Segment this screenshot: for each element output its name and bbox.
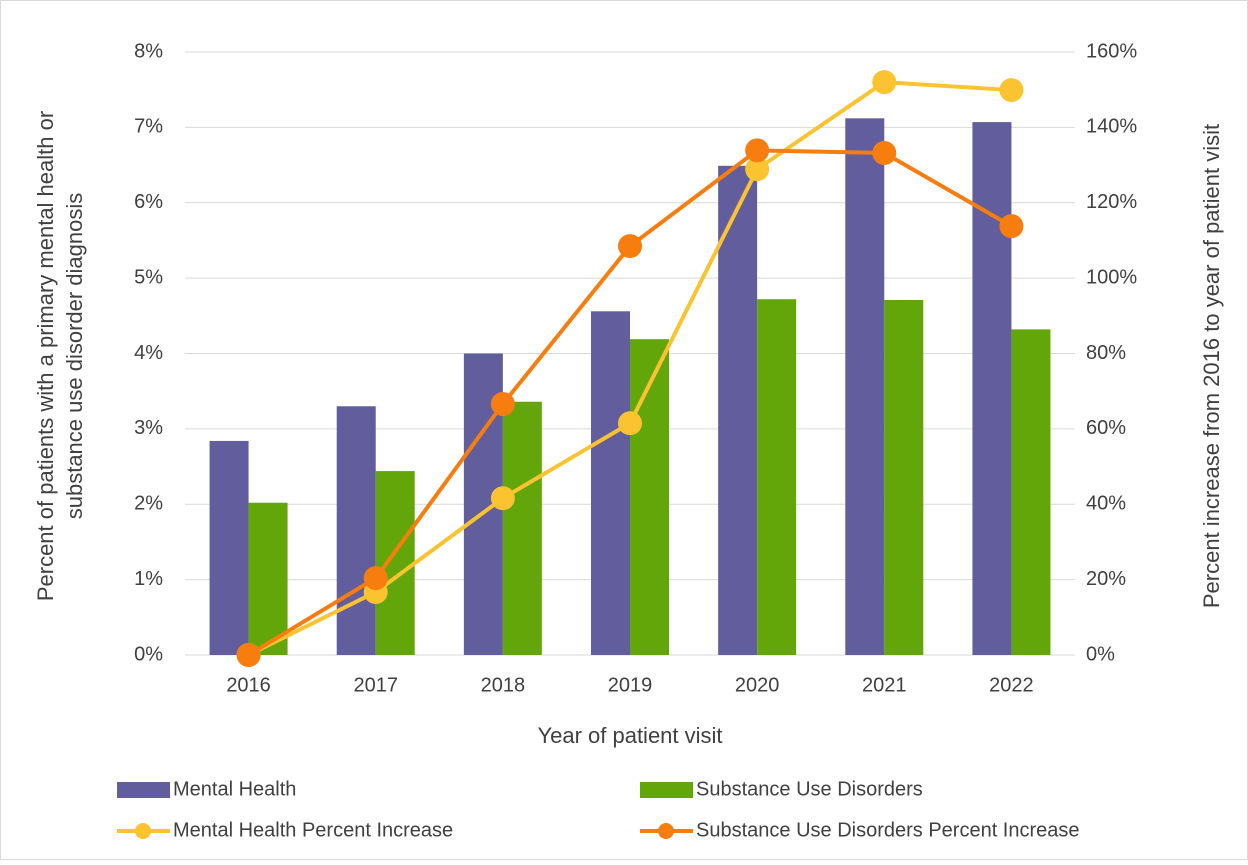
- y-tick-label: 7%: [134, 116, 163, 138]
- bar: [718, 165, 758, 655]
- y2-tick-label: 0%: [1086, 643, 1115, 665]
- y-tick-label: 2%: [134, 493, 163, 515]
- legend-swatch: [117, 782, 170, 798]
- y2-tick-label: 20%: [1086, 568, 1126, 590]
- legend-swatch: [135, 823, 151, 839]
- y-axis-label: substance use disorder diagnosis: [62, 193, 87, 520]
- bar: [884, 299, 924, 655]
- bar: [630, 339, 669, 655]
- line-point: [872, 70, 897, 95]
- bar: [336, 406, 376, 655]
- y2-axis-label: Percent increase from 2016 to year of pa…: [1199, 124, 1224, 608]
- y2-tick-label: 60%: [1086, 417, 1126, 439]
- legend-label: Mental Health: [173, 778, 296, 800]
- bar: [757, 299, 797, 655]
- x-axis-label: Year of patient visit: [537, 723, 722, 748]
- bar: [591, 311, 630, 655]
- x-tick-label: 2017: [353, 674, 398, 696]
- line-point: [745, 138, 770, 163]
- x-tick-label: 2022: [989, 674, 1034, 696]
- x-tick-label: 2021: [862, 674, 907, 696]
- bar: [972, 122, 1012, 655]
- y-tick-label: 4%: [134, 342, 163, 364]
- y-tick-label: 1%: [134, 568, 163, 590]
- y-tick-label: 6%: [134, 191, 163, 213]
- x-tick-label: 2020: [735, 674, 780, 696]
- bar: [845, 118, 885, 655]
- legend-label: Mental Health Percent Increase: [173, 819, 453, 841]
- y-tick-label: 0%: [134, 643, 163, 665]
- legend-label: Substance Use Disorders Percent Increase: [696, 819, 1080, 841]
- y2-tick-label: 40%: [1086, 493, 1126, 515]
- line-point: [236, 643, 261, 667]
- bar: [248, 502, 288, 655]
- legend-label: Substance Use Disorders: [696, 778, 923, 800]
- line-point: [490, 392, 515, 417]
- y2-tick-label: 140%: [1086, 116, 1137, 138]
- legend-swatch: [640, 782, 693, 798]
- line-point: [745, 157, 770, 182]
- line-point: [999, 78, 1024, 103]
- x-tick-label: 2019: [608, 674, 653, 696]
- y-tick-label: 5%: [134, 266, 163, 288]
- y-tick-label: 3%: [134, 417, 163, 439]
- bar: [209, 440, 249, 655]
- bar: [502, 401, 542, 655]
- bar: [1011, 329, 1051, 655]
- line-point: [490, 486, 515, 511]
- line-point: [363, 566, 388, 591]
- y2-tick-label: 160%: [1086, 40, 1137, 62]
- line-point: [872, 141, 897, 166]
- bar: [375, 471, 415, 655]
- legend-swatch: [658, 823, 674, 839]
- line-point: [618, 411, 642, 436]
- y-axis-label: Percent of patients with a primary menta…: [33, 111, 58, 601]
- y2-tick-label: 120%: [1086, 191, 1137, 213]
- y2-tick-label: 100%: [1086, 266, 1137, 288]
- x-tick-label: 2018: [481, 674, 526, 696]
- x-tick-label: 2016: [226, 674, 271, 696]
- line-point: [999, 214, 1024, 239]
- y2-tick-label: 80%: [1086, 342, 1126, 364]
- y-tick-label: 8%: [134, 40, 163, 62]
- line-point: [618, 234, 642, 259]
